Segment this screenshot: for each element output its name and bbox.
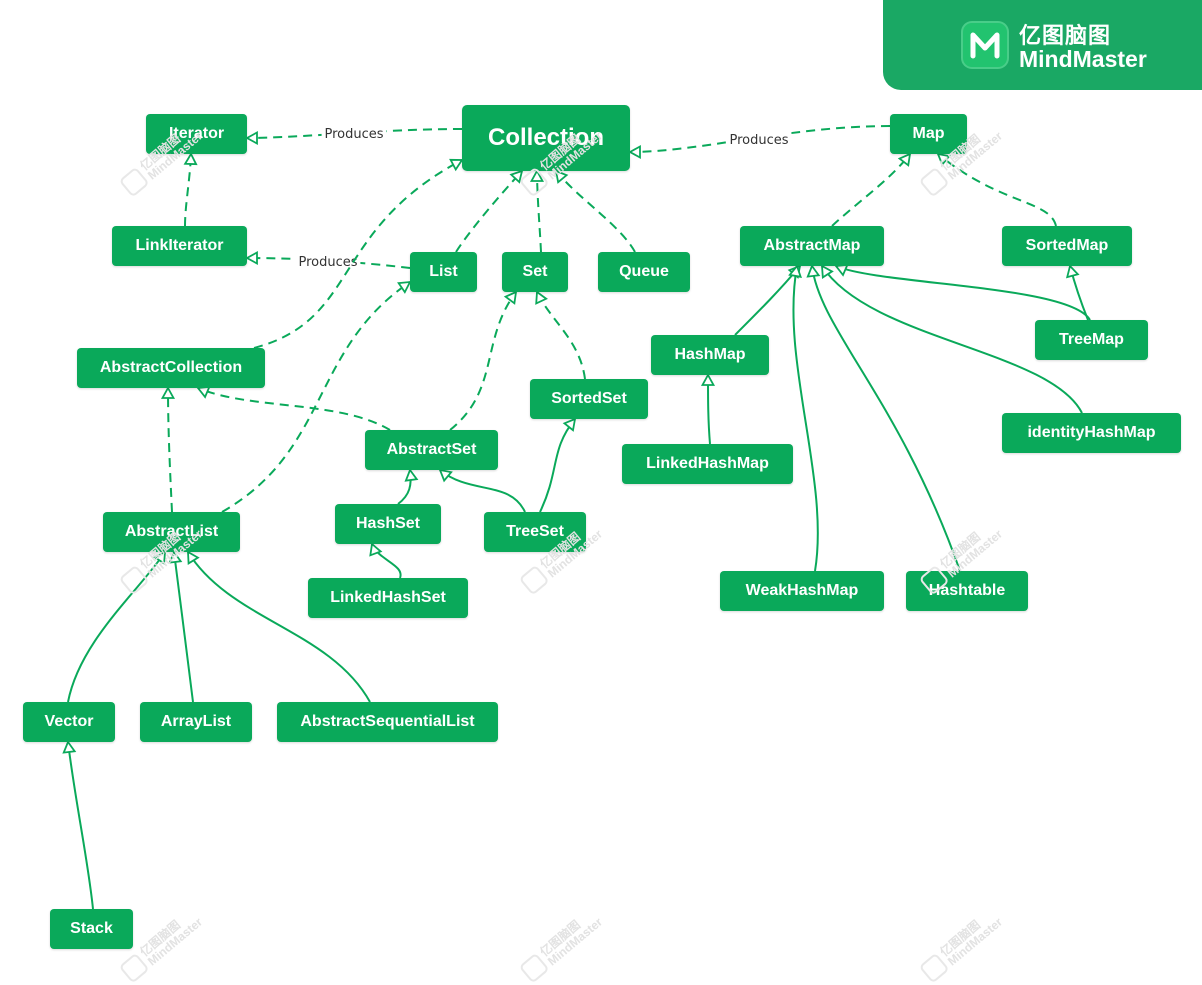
node-map[interactable]: Map xyxy=(890,114,967,154)
edge-label-background xyxy=(295,252,361,268)
node-abstractlist[interactable]: AbstractList xyxy=(103,512,240,552)
edge-vector-to-abstractlist xyxy=(67,551,166,703)
edge-arrowhead xyxy=(187,550,200,565)
edge-arrowhead xyxy=(1065,264,1080,279)
edge-arrowhead xyxy=(397,280,412,294)
node-treeset[interactable]: TreeSet xyxy=(484,512,586,552)
edge-treeset-to-abstractset xyxy=(439,469,526,513)
mindmaster-logo-icon xyxy=(961,21,1009,69)
node-linkedhashset[interactable]: LinkedHashSet xyxy=(308,578,468,618)
edge-arrowhead xyxy=(628,144,641,160)
node-set[interactable]: Set xyxy=(502,252,568,292)
edge-abstractlist-to-abstractcollection xyxy=(167,387,173,513)
edge-set-to-collection xyxy=(536,170,542,253)
brand-name-chinese: 亿图脑图 xyxy=(1019,24,1112,49)
edge-hashmap-to-abstractmap xyxy=(734,265,801,336)
edge-arrowhead xyxy=(153,550,167,565)
edge-arrowhead xyxy=(936,152,951,167)
node-abstractset[interactable]: AbstractSet xyxy=(365,430,498,470)
edge-treeset-to-sortedset xyxy=(539,418,576,513)
edge-arrowhead xyxy=(404,468,419,482)
edge-label: Produces xyxy=(324,127,383,142)
edge-abstractsequentiallist-to-abstractlist xyxy=(187,551,371,703)
node-sortedmap[interactable]: SortedMap xyxy=(1002,226,1132,266)
edge-arrowhead xyxy=(160,386,176,399)
edge-arrowhead xyxy=(196,385,211,399)
node-abstractcollection[interactable]: AbstractCollection xyxy=(77,348,265,388)
edge-label-background xyxy=(726,130,792,146)
edge-arrowhead xyxy=(700,373,716,386)
edge-hashtable-to-abstractmap xyxy=(811,265,961,572)
edge-arrowhead xyxy=(820,264,834,279)
node-abstractmap[interactable]: AbstractMap xyxy=(740,226,884,266)
edge-stack-to-vector xyxy=(67,741,94,910)
edge-arrowhead xyxy=(554,169,569,184)
edge-arrowhead xyxy=(897,152,912,167)
edge-label: Produces xyxy=(729,133,788,148)
node-list[interactable]: List xyxy=(410,252,477,292)
edge-arraylist-to-abstractlist xyxy=(173,551,194,703)
node-queue[interactable]: Queue xyxy=(598,252,690,292)
edge-arrowhead xyxy=(183,152,198,166)
edge-label: Produces xyxy=(298,255,357,270)
node-collection[interactable]: Collection xyxy=(462,105,630,171)
brand-name: MindMaster xyxy=(1019,46,1147,72)
edge-arrowhead xyxy=(449,158,464,172)
node-hashtable[interactable]: Hashtable xyxy=(906,571,1028,611)
node-hashset[interactable]: HashSet xyxy=(335,504,441,544)
edge-queue-to-collection xyxy=(555,170,636,253)
node-stack[interactable]: Stack xyxy=(50,909,133,949)
edge-arrowhead xyxy=(503,290,518,305)
edge-abstractlist-to-list xyxy=(221,281,411,513)
edge-arrowhead xyxy=(529,169,545,182)
edge-arrowhead xyxy=(438,468,453,483)
node-weakhashmap[interactable]: WeakHashMap xyxy=(720,571,884,611)
node-arraylist[interactable]: ArrayList xyxy=(140,702,252,742)
edge-sortedset-to-set xyxy=(536,291,586,380)
brand-banner: 亿图脑图 MindMaster xyxy=(883,0,1202,90)
node-hashmap[interactable]: HashMap xyxy=(651,335,769,375)
edge-abstractset-to-abstractcollection xyxy=(197,387,391,431)
edge-sortedmap-to-map xyxy=(937,153,1057,227)
edge-label-background xyxy=(321,124,387,140)
edge-arrowhead xyxy=(562,417,577,432)
node-linkedhashmap[interactable]: LinkedHashMap xyxy=(622,444,793,484)
edge-arrowhead xyxy=(245,250,258,266)
edge-abstractcollection-to-collection xyxy=(253,159,463,349)
node-treemap[interactable]: TreeMap xyxy=(1035,320,1148,360)
node-sortedset[interactable]: SortedSet xyxy=(530,379,648,419)
edge-arrowhead xyxy=(788,264,802,278)
edge-abstractmap-to-map xyxy=(831,153,911,227)
edge-arrowhead xyxy=(168,550,183,564)
node-linkiterator[interactable]: LinkIterator xyxy=(112,226,247,266)
edge-identityhashmap-to-abstractmap xyxy=(821,265,1083,414)
edge-treemap-to-abstractmap xyxy=(835,265,1091,321)
node-vector[interactable]: Vector xyxy=(23,702,115,742)
node-iterator[interactable]: Iterator xyxy=(146,114,247,154)
edge-arrowhead xyxy=(806,264,821,278)
edge-list-to-collection xyxy=(455,170,523,253)
edge-arrowhead xyxy=(834,263,849,277)
edge-arrowhead xyxy=(369,542,383,557)
edge-arrowhead xyxy=(509,169,524,184)
edge-arrowhead xyxy=(62,740,77,754)
edge-arrowhead xyxy=(535,290,548,305)
node-identityhashmap[interactable]: identityHashMap xyxy=(1002,413,1181,453)
edge-abstractset-to-set xyxy=(449,291,517,431)
edge-arrowhead xyxy=(245,130,258,146)
node-abstractsequentiallist[interactable]: AbstractSequentialList xyxy=(277,702,498,742)
edge-weakhashmap-to-abstractmap xyxy=(792,265,819,572)
